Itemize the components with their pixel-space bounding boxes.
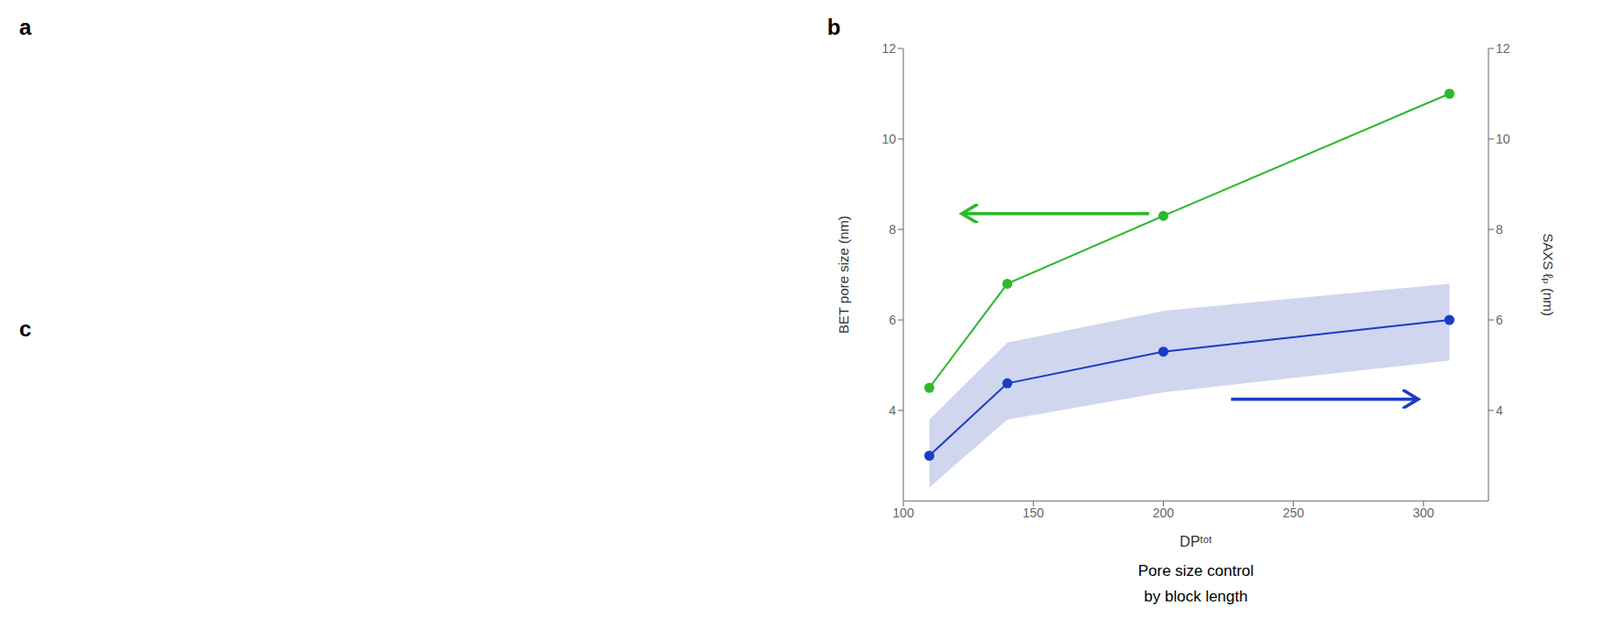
svg-text:4: 4 xyxy=(1495,403,1504,418)
svg-text:DPᵗᵒᵗ: DPᵗᵒᵗ xyxy=(1179,533,1213,550)
html-text:a: a xyxy=(19,14,32,40)
svg-text:200: 200 xyxy=(1152,505,1175,521)
svg-text:SAXS ℓₚ (nm): SAXS ℓₚ (nm) xyxy=(1540,233,1557,316)
svg-text:12: 12 xyxy=(1495,41,1511,56)
svg-text:6: 6 xyxy=(888,312,896,328)
svg-text:8: 8 xyxy=(1495,222,1504,237)
html-text:Pore size control: Pore size control xyxy=(1138,562,1254,580)
svg-text:10: 10 xyxy=(881,131,896,147)
svg-text:10: 10 xyxy=(1495,131,1511,147)
svg-text:4: 4 xyxy=(888,403,896,418)
svg-text:150: 150 xyxy=(1023,505,1046,521)
html-text:by block length: by block length xyxy=(1144,587,1248,606)
html-text:c: c xyxy=(19,316,32,342)
svg-text:250: 250 xyxy=(1282,505,1305,521)
svg-text:12: 12 xyxy=(881,41,896,56)
svg-text:100: 100 xyxy=(892,505,915,521)
svg-text:BET pore size (nm): BET pore size (nm) xyxy=(835,215,852,334)
html-text:b: b xyxy=(827,14,841,40)
svg-text:300: 300 xyxy=(1412,505,1435,521)
svg-text:6: 6 xyxy=(1495,312,1504,328)
svg-text:8: 8 xyxy=(888,222,896,237)
